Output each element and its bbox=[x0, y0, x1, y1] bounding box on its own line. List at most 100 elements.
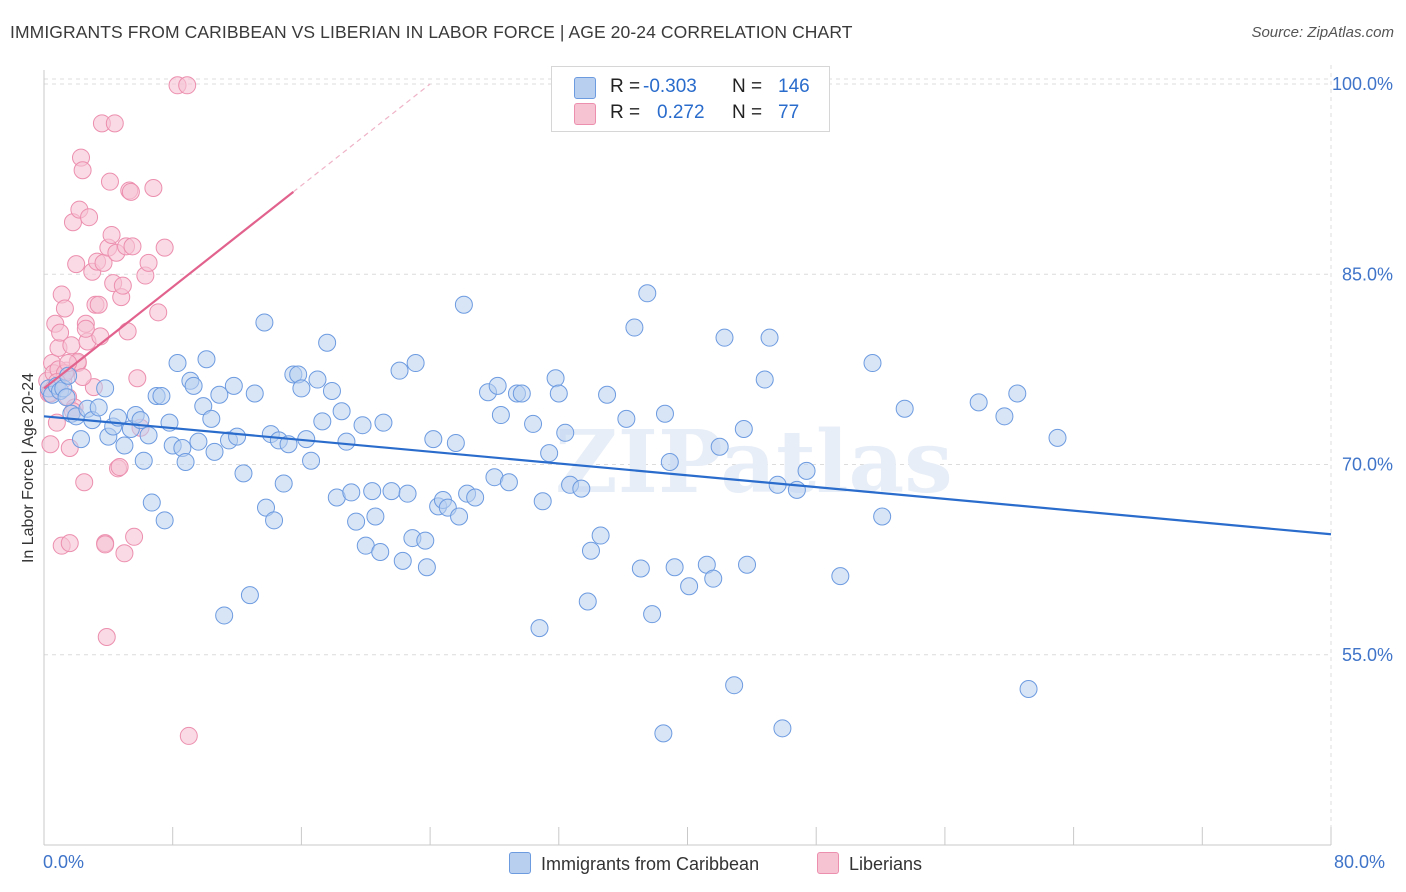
caribbean-point bbox=[466, 488, 485, 507]
caribbean-point bbox=[215, 606, 234, 625]
liberians-point bbox=[155, 238, 174, 257]
liberians-point bbox=[100, 172, 119, 191]
liberians-point bbox=[96, 535, 115, 554]
caribbean-point bbox=[540, 444, 559, 463]
liberians-point bbox=[55, 299, 74, 318]
caribbean-point bbox=[353, 416, 372, 435]
caribbean-point bbox=[322, 381, 341, 400]
liberians-point bbox=[139, 253, 158, 272]
bottom-legend-swatch-blue bbox=[509, 852, 531, 874]
liberians-point bbox=[118, 322, 137, 341]
caribbean-trend-line bbox=[43, 415, 1332, 536]
caribbean-point bbox=[499, 473, 518, 492]
bottom-legend-label: Liberians bbox=[849, 854, 923, 874]
caribbean-point bbox=[969, 393, 988, 412]
caribbean-point bbox=[134, 451, 153, 470]
caribbean-point bbox=[240, 586, 259, 605]
liberians-point bbox=[80, 208, 99, 227]
liberians-point bbox=[179, 726, 198, 745]
axes bbox=[43, 70, 1332, 846]
legend-r-label: R = bbox=[610, 76, 641, 97]
caribbean-point bbox=[665, 558, 684, 577]
liberians-point bbox=[60, 534, 79, 553]
caribbean-point bbox=[760, 328, 779, 347]
caribbean-point bbox=[265, 511, 284, 530]
caribbean-point bbox=[734, 420, 753, 438]
caribbean-point bbox=[1048, 428, 1067, 447]
caribbean-point bbox=[142, 493, 161, 512]
caribbean-point bbox=[292, 379, 311, 398]
caribbean-point bbox=[725, 676, 744, 695]
caribbean-point bbox=[581, 541, 600, 560]
legend-n-value: 146 bbox=[778, 76, 810, 97]
caribbean-point bbox=[416, 531, 435, 550]
legend-swatch-blue bbox=[574, 77, 596, 99]
y-tick-label: 55.0% bbox=[1342, 645, 1393, 665]
caribbean-point bbox=[533, 492, 552, 511]
y-tick-label: 70.0% bbox=[1342, 455, 1393, 475]
liberians-point bbox=[73, 161, 92, 180]
legend-r-value: -0.303 bbox=[643, 76, 697, 97]
legend-n-label: N = bbox=[732, 102, 763, 123]
caribbean-point bbox=[337, 432, 356, 451]
caribbean-point bbox=[546, 369, 565, 388]
caribbean-point bbox=[572, 479, 591, 498]
caribbean-point bbox=[347, 512, 366, 531]
liberians-point bbox=[149, 303, 168, 322]
liberians-point bbox=[178, 76, 197, 95]
caribbean-point bbox=[617, 409, 636, 428]
caribbean-point bbox=[255, 313, 274, 332]
liberians-point bbox=[128, 369, 147, 388]
caribbean-point bbox=[643, 605, 662, 624]
caribbean-point bbox=[895, 399, 914, 418]
caribbean-point bbox=[274, 474, 293, 493]
liberians-point bbox=[125, 527, 144, 546]
caribbean-point bbox=[424, 430, 443, 449]
x-tick-label-min: 0.0% bbox=[43, 852, 85, 872]
caribbean-point bbox=[873, 507, 892, 526]
caribbean-point bbox=[371, 543, 390, 562]
caribbean-point bbox=[454, 295, 473, 314]
caribbean-point bbox=[363, 482, 382, 501]
trend-lines bbox=[43, 83, 1332, 536]
caribbean-point bbox=[715, 328, 734, 347]
liberians-point bbox=[97, 628, 116, 646]
liberians-point bbox=[115, 544, 134, 563]
caribbean-point bbox=[660, 452, 679, 471]
caribbean-point bbox=[578, 592, 597, 611]
caribbean-point bbox=[549, 384, 568, 403]
caribbean-point bbox=[491, 406, 510, 425]
caribbean-point bbox=[393, 551, 412, 570]
caribbean-point bbox=[704, 569, 723, 588]
caribbean-point bbox=[202, 409, 221, 428]
caribbean-point bbox=[598, 385, 617, 404]
liberians-point bbox=[41, 435, 60, 454]
caribbean-point bbox=[488, 376, 507, 395]
bottom-legend-liberians: Liberians bbox=[817, 852, 922, 875]
caribbean-points bbox=[39, 284, 1067, 743]
caribbean-point bbox=[738, 555, 757, 574]
caribbean-point bbox=[655, 404, 674, 423]
caribbean-point bbox=[797, 461, 816, 480]
liberians-point bbox=[113, 276, 132, 295]
bottom-legend-swatch-pink bbox=[817, 852, 839, 874]
caribbean-point bbox=[591, 526, 610, 545]
caribbean-point bbox=[194, 397, 213, 416]
stats-legend: R = -0.303 N = 146 R = 0.272 N = 77 bbox=[551, 66, 830, 132]
caribbean-point bbox=[318, 333, 337, 352]
legend-r-value: 0.272 bbox=[657, 102, 705, 123]
caribbean-point bbox=[773, 719, 792, 738]
liberians-point bbox=[75, 473, 94, 492]
caribbean-point bbox=[210, 385, 229, 404]
caribbean-point bbox=[831, 567, 850, 586]
caribbean-point bbox=[863, 354, 882, 373]
liberians-point bbox=[89, 295, 108, 314]
caribbean-point bbox=[374, 413, 393, 432]
watermark: ZIPatlas bbox=[555, 412, 953, 513]
caribbean-point bbox=[417, 558, 436, 577]
bottom-legend-label: Immigrants from Caribbean bbox=[541, 854, 760, 874]
caribbean-point bbox=[406, 354, 425, 373]
caribbean-point bbox=[168, 354, 187, 373]
legend-swatch-pink bbox=[574, 103, 596, 125]
